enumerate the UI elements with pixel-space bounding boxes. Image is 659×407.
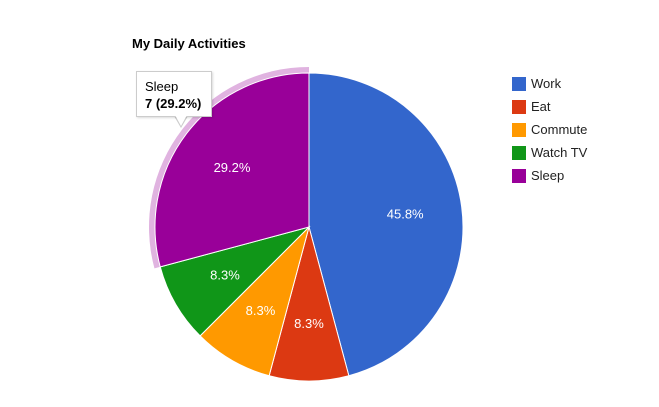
legend-swatch-work — [512, 76, 526, 91]
legend-item-work[interactable]: Work — [512, 72, 587, 95]
legend-label-work: Work — [531, 76, 562, 91]
legend-item-eat[interactable]: Eat — [512, 95, 587, 118]
legend-swatch-eat — [512, 99, 526, 114]
legend-label-sleep: Sleep — [531, 168, 565, 183]
slice-label-watch-tv: 8.3% — [210, 268, 240, 283]
legend-item-commute[interactable]: Commute — [512, 118, 587, 141]
tooltip-label: Sleep — [145, 79, 179, 94]
legend-swatch-sleep — [512, 168, 526, 183]
slice-label-sleep: 29.2% — [214, 160, 251, 175]
chart-title: My Daily Activities — [132, 36, 246, 51]
legend-item-watch-tv[interactable]: Watch TV — [512, 141, 587, 164]
tooltip-body: Sleep 7 (29.2%) — [136, 71, 212, 117]
slice-label-work: 45.8% — [387, 206, 424, 221]
pie-slice-sleep[interactable] — [154, 72, 310, 268]
legend: Work Eat Commute Watch TV Sleep — [512, 72, 587, 187]
pie-slice-work[interactable] — [308, 72, 464, 377]
tooltip-value: 7 (29.2%) — [145, 96, 202, 111]
legend-swatch-watch-tv — [512, 145, 526, 160]
legend-swatch-commute — [512, 122, 526, 137]
tooltip-pointer-inner — [175, 115, 187, 126]
legend-label-commute: Commute — [531, 122, 588, 137]
tooltip: Sleep 7 (29.2%) — [136, 71, 212, 128]
legend-label-watch-tv: Watch TV — [531, 145, 588, 160]
slice-label-eat: 8.3% — [294, 316, 324, 331]
legend-item-sleep[interactable]: Sleep — [512, 164, 587, 187]
legend-label-eat: Eat — [531, 99, 551, 114]
slice-label-commute: 8.3% — [246, 303, 276, 318]
